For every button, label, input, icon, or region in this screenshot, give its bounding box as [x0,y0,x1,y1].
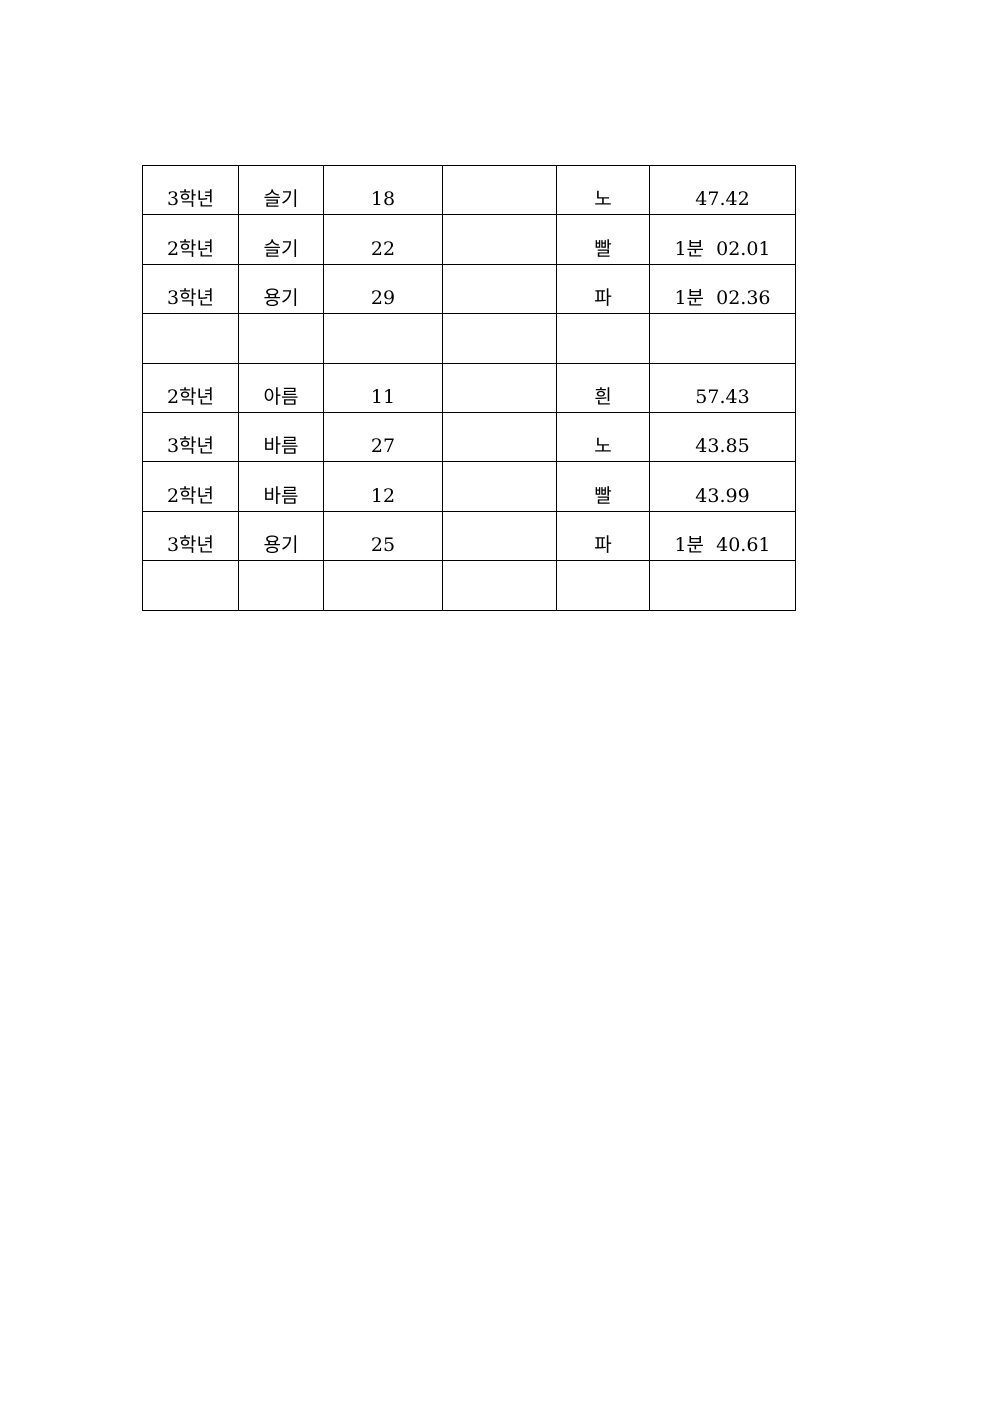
table-cell [323,313,443,364]
table-cell: 아름 [238,362,324,413]
table-row: 3학년 바름 27 노 43.85 [142,411,796,463]
table-cell [323,560,443,611]
table-cell: 3학년 [142,263,239,315]
table-cell: 바름 [238,461,324,512]
table-cell [442,313,557,364]
table-cell: 슬기 [238,214,324,265]
table-cell: 57.43 [649,362,796,413]
table-cell: 2학년 [142,461,239,512]
table-cell [142,560,239,611]
table-row: 2학년 바름 12 빨 43.99 [142,461,796,512]
table-cell: 파 [556,510,650,562]
table-cell [238,313,324,364]
table-cell: 43.85 [649,411,796,463]
table-cell: 3학년 [142,164,239,216]
table-cell: 파 [556,263,650,315]
table-cell: 3학년 [142,411,239,463]
table-cell: 1분 02.01 [649,214,796,265]
table-cell [442,411,557,463]
table-row: 2학년 슬기 22 빨 1분 02.01 [142,214,796,265]
table-cell: 2학년 [142,362,239,413]
table-cell [442,164,557,216]
table-row: 3학년 용기 29 파 1분 02.36 [142,263,796,315]
table-cell [442,362,557,413]
table-cell: 흰 [556,362,650,413]
table-cell: 29 [323,263,443,315]
table-cell: 용기 [238,263,324,315]
table-cell: 바름 [238,411,324,463]
table-row [142,313,796,364]
table-cell: 노 [556,164,650,216]
results-table: 3학년 슬기 18 노 47.42 2학년 슬기 22 빨 1분 02.01 3학년 용기 29 파 1분 … [142,164,796,611]
table-cell: 43.99 [649,461,796,512]
table-cell [442,461,557,512]
table-cell: 27 [323,411,443,463]
table-cell: 18 [323,164,443,216]
table-cell: 25 [323,510,443,562]
table-cell [649,560,796,611]
table-cell: 22 [323,214,443,265]
table-cell [649,313,796,364]
table-row: 3학년 용기 25 파 1분 40.61 [142,510,796,562]
table-cell: 빨 [556,461,650,512]
table-cell [442,263,557,315]
table-cell: 용기 [238,510,324,562]
table-row [142,560,796,611]
table-cell: 노 [556,411,650,463]
table-cell: 2학년 [142,214,239,265]
table-cell: 3학년 [142,510,239,562]
table-cell: 1분 02.36 [649,263,796,315]
table-cell [556,313,650,364]
table-cell [142,313,239,364]
table-cell: 11 [323,362,443,413]
table-cell [442,214,557,265]
table-cell: 슬기 [238,164,324,216]
table-cell: 12 [323,461,443,512]
table-cell: 47.42 [649,164,796,216]
table-row: 3학년 슬기 18 노 47.42 [142,164,796,216]
table-cell: 빨 [556,214,650,265]
table-cell [556,560,650,611]
table-cell [442,560,557,611]
table-cell [238,560,324,611]
table-cell [442,510,557,562]
table-row: 2학년 아름 11 흰 57.43 [142,362,796,413]
table-cell: 1분 40.61 [649,510,796,562]
